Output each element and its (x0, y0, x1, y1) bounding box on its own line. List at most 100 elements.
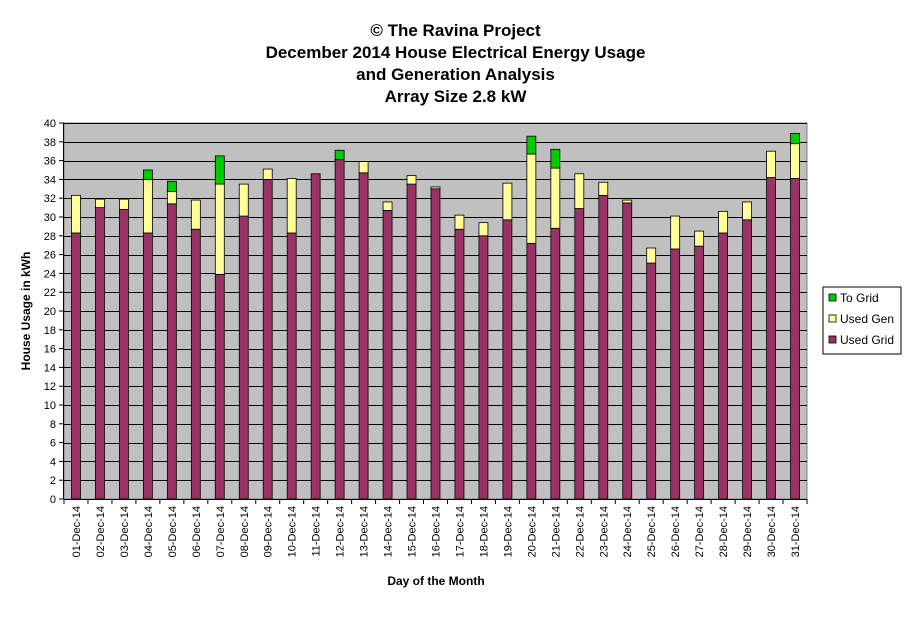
bar-used-gen (790, 143, 800, 179)
y-tick-label: 26 (44, 250, 56, 262)
bar-used-gen (454, 214, 465, 230)
bar-used-grid (742, 219, 752, 500)
bar-used-grid (71, 232, 81, 500)
y-tick-label: 22 (44, 287, 56, 299)
bar-used-gen (119, 198, 129, 210)
bar-to-grid (142, 169, 153, 180)
x-tick-label: 19-Dec-14 (502, 506, 514, 557)
x-tick-label: 17-Dec-14 (454, 506, 466, 557)
bar-used-gen (358, 161, 369, 174)
y-tick-label: 4 (50, 456, 56, 468)
bar-used-gen (262, 168, 273, 180)
bar-used-grid (502, 219, 513, 500)
bar-used-grid (574, 208, 585, 500)
axes: 024681012141618202224262830323436384001-… (44, 118, 808, 557)
legend: To Grid Used Gen Used Grid (822, 286, 902, 355)
bar-used-grid (622, 202, 633, 500)
bar-used-grid (694, 245, 705, 500)
x-tick-label: 12-Dec-14 (335, 506, 347, 557)
bar-used-grid (598, 194, 609, 500)
bar-used-grid (358, 172, 369, 500)
x-tick-label: 24-Dec-14 (622, 506, 634, 557)
bar-used-gen (238, 183, 249, 217)
x-tick-label: 13-Dec-14 (359, 506, 371, 557)
legend-swatch (828, 293, 837, 302)
legend-label: Used Gen (840, 312, 894, 326)
bar-to-grid (334, 149, 345, 161)
bar-used-grid (262, 178, 273, 500)
legend-swatch (828, 314, 837, 323)
bar-used-grid (95, 207, 105, 500)
x-tick-label: 03-Dec-14 (119, 506, 131, 557)
x-tick-label: 21-Dec-14 (550, 506, 562, 557)
x-tick-label: 20-Dec-14 (526, 506, 538, 557)
x-tick-label: 15-Dec-14 (407, 506, 419, 557)
x-tick-label: 23-Dec-14 (598, 506, 610, 557)
y-axis-title: House Usage in kWh (19, 252, 33, 371)
y-tick-label: 0 (50, 494, 56, 506)
y-tick-label: 20 (44, 306, 56, 318)
y-tick-label: 28 (44, 231, 56, 243)
x-tick-label: 27-Dec-14 (694, 506, 706, 557)
bar-used-grid (382, 210, 393, 500)
bar-used-grid (119, 209, 129, 500)
x-tick-label: 09-Dec-14 (263, 506, 275, 557)
bar-used-gen (190, 199, 201, 230)
bar-used-gen (71, 194, 81, 234)
bar-used-gen (646, 247, 657, 264)
bar-used-grid (646, 262, 657, 500)
x-tick-label: 11-Dec-14 (311, 506, 323, 557)
x-tick-label: 10-Dec-14 (287, 506, 299, 557)
bar-used-gen (166, 191, 177, 205)
bar-used-grid (478, 235, 489, 500)
bar-used-grid (718, 232, 729, 500)
bar-used-grid (550, 227, 561, 500)
x-tick-label: 30-Dec-14 (766, 506, 778, 557)
bar-used-gen (430, 186, 441, 190)
x-tick-label: 02-Dec-14 (95, 506, 107, 557)
bar-to-grid (214, 155, 225, 185)
bar-to-grid (550, 148, 561, 169)
legend-label: To Grid (840, 291, 879, 305)
title-line-4: Array Size 2.8 kW (384, 87, 527, 106)
bar-used-grid (166, 203, 177, 500)
x-tick-label: 07-Dec-14 (215, 506, 227, 557)
x-tick-label: 31-Dec-14 (790, 506, 802, 557)
bar-used-gen (766, 150, 776, 178)
legend-label: Used Grid (840, 333, 894, 347)
y-tick-label: 2 (50, 475, 56, 487)
title-line-1: © The Ravina Project (370, 21, 541, 40)
bar-used-gen (214, 183, 225, 275)
bar-used-gen (502, 182, 513, 221)
bar-used-grid (430, 188, 441, 500)
chart-title: © The Ravina Project December 2014 House… (0, 20, 911, 108)
bar-used-gen (526, 153, 537, 244)
bar-used-gen (670, 215, 681, 250)
x-tick-label: 25-Dec-14 (646, 506, 658, 557)
bar-used-gen (598, 181, 609, 196)
bar-to-grid (790, 132, 800, 145)
bar-used-grid (214, 273, 225, 500)
bar-used-grid (790, 178, 800, 500)
bar-to-grid (166, 180, 177, 193)
y-tick-label: 24 (44, 268, 56, 280)
bar-used-gen (142, 178, 153, 234)
y-tick-label: 30 (44, 212, 56, 224)
bar-used-gen (286, 178, 297, 234)
legend-swatch (828, 335, 837, 344)
x-tick-label: 29-Dec-14 (742, 506, 754, 557)
bar-used-gen (622, 199, 633, 204)
title-line-3: and Generation Analysis (356, 65, 555, 84)
bar-used-gen (718, 210, 729, 234)
bar-used-grid (454, 228, 465, 500)
bar-used-gen (550, 167, 561, 229)
bar-used-gen (478, 222, 489, 237)
y-tick-label: 18 (44, 325, 56, 337)
y-tick-label: 6 (50, 438, 56, 450)
bar-used-grid (142, 232, 153, 500)
bar-used-grid (286, 232, 297, 500)
x-tick-label: 05-Dec-14 (167, 506, 179, 557)
y-tick-label: 10 (44, 400, 56, 412)
y-tick-label: 40 (44, 118, 56, 130)
